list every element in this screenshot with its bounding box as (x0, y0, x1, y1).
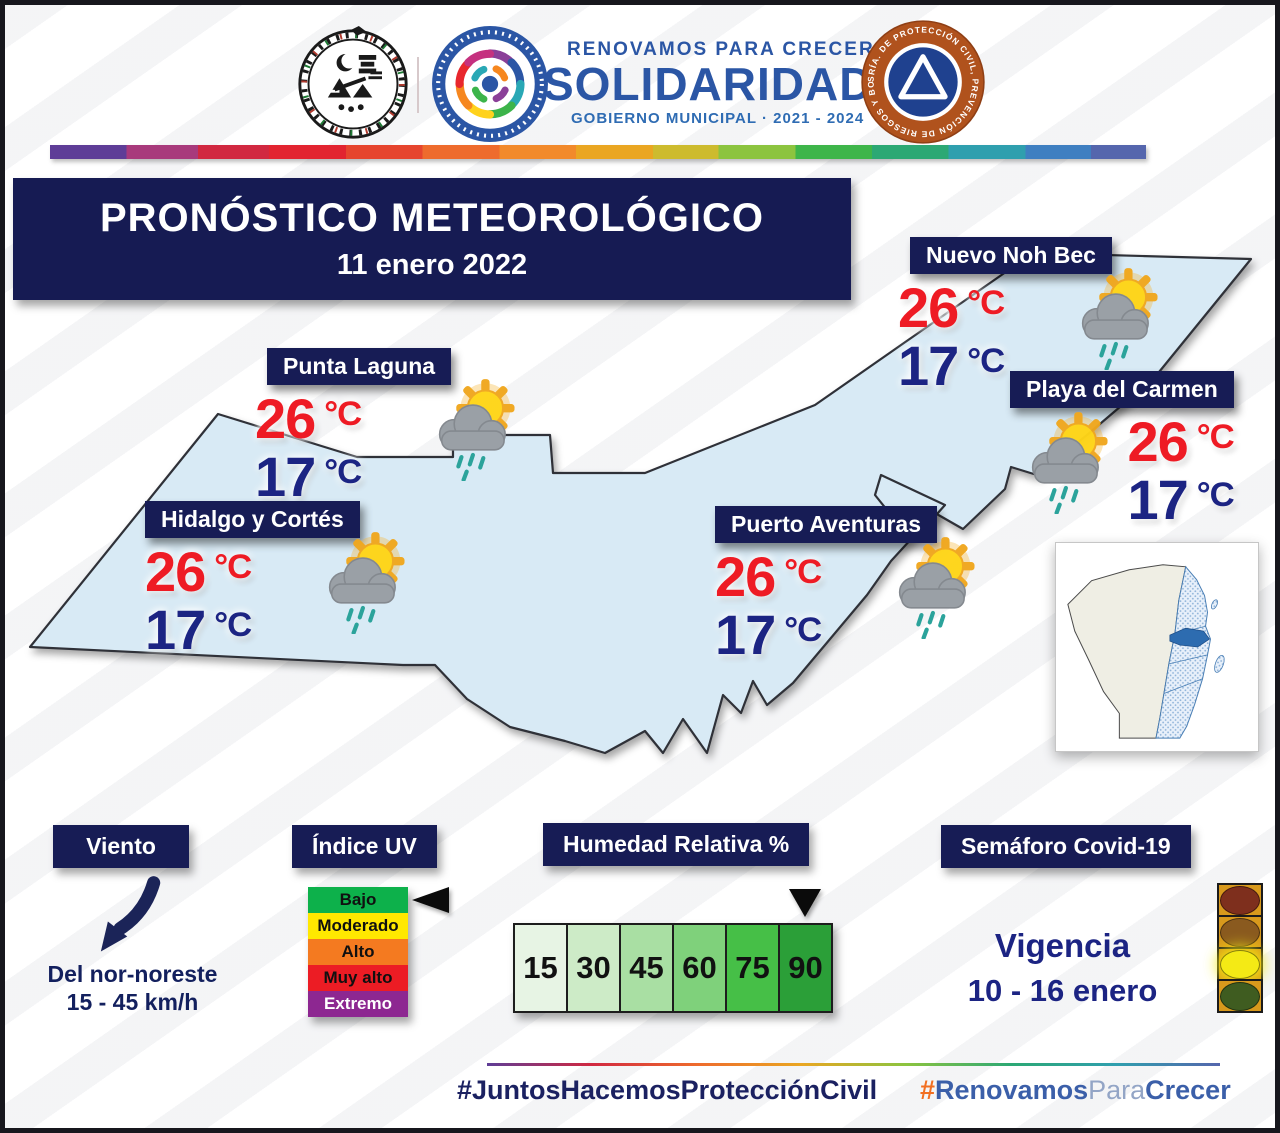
low-temperature: 17 °C (715, 603, 822, 666)
high-temperature: 26 °C (898, 276, 1005, 339)
uv-level: Moderado (308, 913, 408, 939)
humidity-cell: 45 (619, 923, 674, 1013)
location-label: Puerto Aventuras (715, 506, 938, 543)
hashtag-renovamos-para-crecer: #RenovamosParaCrecer (920, 1075, 1231, 1105)
header-brand: SOLIDARIDAD (543, 58, 874, 110)
rainbow-bar (50, 145, 1146, 159)
location-label: Playa del Carmen (1010, 371, 1234, 408)
traffic-light-verde (1217, 979, 1263, 1013)
low-temperature: 17 °C (255, 445, 362, 508)
covid-validity-label: Vigencia (994, 927, 1131, 964)
low-temperature: 17 °C (145, 598, 252, 661)
sun-cloud-rain-icon (1016, 410, 1120, 516)
rain (1099, 341, 1129, 372)
cloud (328, 557, 396, 604)
rain (916, 610, 946, 641)
location-puerto-aventuras: Puerto Aventuras 26 °C 17 °C (715, 506, 987, 663)
wind-direction-text: Del nor-noreste (47, 961, 218, 987)
traffic-light-rojo (1217, 883, 1263, 917)
rain (346, 605, 376, 636)
header-government: GOBIERNO MUNICIPAL · 2021 - 2024 (571, 110, 865, 127)
uv-current-arrow (412, 887, 449, 913)
sun-cloud-rain-icon (883, 535, 987, 641)
high-temperature: 26 °C (145, 540, 252, 603)
wind-direction-arrow-icon (100, 876, 161, 952)
rain (456, 452, 486, 483)
solidaridad-logo-icon (432, 26, 548, 142)
humidity-current-arrow (789, 889, 821, 917)
page-title: PRONÓSTICO METEOROLÓGICO (99, 196, 765, 240)
high-temperature: 26 °C (715, 545, 822, 608)
hashtag-proteccion-civil: #JuntosHacemosProtecciónCivil (457, 1075, 878, 1105)
location-label: Nuevo Noh Bec (910, 237, 1112, 274)
sun-cloud-rain-icon (1066, 266, 1170, 372)
humidity-cell: 75 (725, 923, 780, 1013)
traffic-light-naranja (1217, 915, 1263, 949)
location-label: Hidalgo y Cortés (145, 501, 360, 538)
location-nuevo-noh-bec: Nuevo Noh Bec 26 °C 17 °C (898, 237, 1170, 394)
uv-level: Muy alto (308, 965, 408, 991)
header-tagline: RENOVAMOS PARA CRECER (567, 39, 875, 60)
yucatan-inset-map (1055, 542, 1259, 752)
footer-rainbow-line (487, 1063, 1220, 1066)
header-divider (417, 57, 419, 113)
uv-scale: Bajo Moderado Alto Muy alto Extremo (308, 887, 408, 1017)
humidity-cell: 90 (778, 923, 833, 1013)
cloud (898, 562, 966, 609)
cloud (1031, 437, 1099, 484)
proteccion-civil-badge-icon: SRÍA. DE PROTECCIÓN CIVIL, PREVENCIÓN DE… (860, 19, 985, 144)
low-temperature: 17 °C (1127, 468, 1235, 531)
sun-cloud-rain-icon (423, 377, 527, 483)
traffic-light-amarillo (1217, 947, 1263, 981)
cloud (438, 404, 506, 451)
location-playa-del-carmen: Playa del Carmen 26 °C 17 °C (1010, 371, 1235, 531)
location-hidalgo-y-cortes: Hidalgo y Cortés 26 °C 17 °C (145, 501, 417, 658)
humidity-cell: 60 (672, 923, 727, 1013)
uv-level: Alto (308, 939, 408, 965)
cloud (1081, 293, 1149, 340)
humidity-cell: 30 (566, 923, 621, 1013)
title-box: PRONÓSTICO METEOROLÓGICO 11 enero 2022 (13, 178, 851, 300)
municipal-seal-icon (298, 26, 408, 139)
rain (1048, 485, 1078, 516)
high-temperature: 26 °C (1127, 410, 1235, 473)
covid-panel-header: Semáforo Covid-19 (941, 825, 1191, 868)
wind-panel-header: Viento (53, 825, 189, 868)
uv-panel-header: Índice UV (292, 825, 437, 868)
location-label: Punta Laguna (267, 348, 452, 385)
high-temperature: 26 °C (255, 387, 362, 450)
uv-level: Bajo (308, 887, 408, 913)
wind-speed-text: 15 - 45 km/h (66, 989, 199, 1015)
forecast-date: 11 enero 2022 (336, 249, 528, 281)
humidity-panel-header: Humedad Relativa % (543, 823, 810, 866)
location-punta-laguna: Punta Laguna 26 °C 17 °C (255, 348, 527, 505)
sun-cloud-rain-icon (313, 530, 417, 636)
humidity-scale: 15 30 45 60 75 90 (513, 923, 833, 1013)
covid-validity-dates: 10 - 16 enero (967, 973, 1158, 1008)
uv-level: Extremo (308, 991, 408, 1017)
low-temperature: 17 °C (898, 334, 1005, 397)
humidity-cell: 15 (513, 923, 568, 1013)
covid-traffic-light (1217, 883, 1263, 1013)
